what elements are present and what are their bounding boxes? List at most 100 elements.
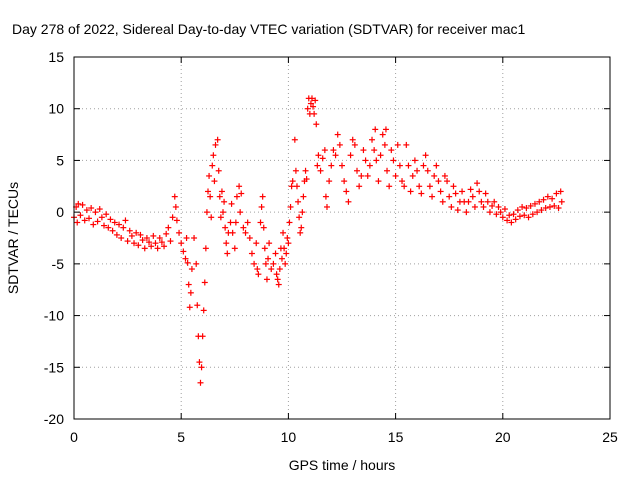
data-point xyxy=(341,178,348,185)
data-point xyxy=(446,193,453,200)
data-point xyxy=(126,227,133,234)
data-point xyxy=(330,147,337,154)
data-point xyxy=(286,219,293,226)
data-point xyxy=(382,126,389,133)
data-point xyxy=(435,178,442,185)
data-point xyxy=(310,103,317,110)
data-point xyxy=(302,167,309,174)
data-point xyxy=(253,240,260,247)
data-point xyxy=(315,152,322,159)
data-point xyxy=(312,97,319,104)
data-point xyxy=(467,186,474,193)
data-point xyxy=(274,276,281,283)
data-point xyxy=(531,200,538,207)
data-point xyxy=(304,105,311,112)
data-point xyxy=(386,183,393,190)
data-point xyxy=(356,183,363,190)
data-point xyxy=(317,167,324,174)
x-tick-label: 5 xyxy=(177,429,185,445)
data-point xyxy=(90,221,97,228)
data-point xyxy=(390,157,397,164)
data-point xyxy=(139,237,146,244)
data-point xyxy=(506,212,513,219)
data-point xyxy=(107,216,114,223)
data-point xyxy=(194,302,201,309)
data-point xyxy=(300,193,307,200)
data-point xyxy=(558,198,565,205)
data-point xyxy=(326,178,333,185)
data-point xyxy=(176,229,183,236)
data-point xyxy=(369,136,376,143)
data-point xyxy=(323,203,330,210)
data-point xyxy=(211,178,218,185)
data-point xyxy=(463,209,470,216)
data-point xyxy=(131,240,138,247)
data-point xyxy=(345,198,352,205)
data-point xyxy=(154,245,161,252)
data-point xyxy=(96,206,103,213)
data-point xyxy=(339,162,345,169)
data-point xyxy=(150,232,157,239)
data-point xyxy=(384,167,391,174)
data-point xyxy=(191,235,198,241)
data-point xyxy=(491,198,498,205)
data-point xyxy=(292,167,299,174)
data-point xyxy=(237,209,244,216)
data-point xyxy=(133,229,140,236)
data-point xyxy=(519,203,526,210)
data-point xyxy=(270,260,277,267)
data-point xyxy=(303,176,310,183)
data-point xyxy=(86,215,93,222)
data-point xyxy=(529,211,536,218)
data-point xyxy=(251,260,258,267)
data-point xyxy=(478,198,485,205)
data-point xyxy=(471,203,478,210)
data-point xyxy=(236,183,243,190)
data-point xyxy=(534,209,541,216)
data-point xyxy=(261,245,268,252)
data-point xyxy=(484,198,491,205)
data-point xyxy=(215,167,222,174)
data-point xyxy=(510,211,517,218)
data-point xyxy=(546,203,553,210)
data-point xyxy=(209,162,216,169)
data-point xyxy=(379,131,386,138)
chart-title: Day 278 of 2022, Sidereal Day-to-day VTE… xyxy=(12,21,525,37)
x-tick-label: 25 xyxy=(602,429,618,445)
y-tick-label: 5 xyxy=(56,152,64,168)
data-point xyxy=(152,240,159,247)
data-point xyxy=(448,203,455,210)
data-point xyxy=(103,211,110,218)
data-point xyxy=(262,260,269,267)
data-point xyxy=(258,203,265,210)
data-point xyxy=(188,266,195,273)
data-point xyxy=(148,243,155,250)
data-point xyxy=(169,214,176,221)
data-point xyxy=(516,213,523,220)
grid-lines xyxy=(74,57,610,419)
data-point xyxy=(486,209,493,216)
data-point xyxy=(208,214,215,221)
data-point xyxy=(266,240,273,247)
data-point xyxy=(240,224,247,231)
data-point xyxy=(409,172,416,179)
data-point xyxy=(521,212,528,219)
data-point xyxy=(111,219,118,226)
data-point xyxy=(180,248,187,255)
data-point xyxy=(514,207,521,214)
data-point xyxy=(224,250,231,257)
data-point xyxy=(469,193,476,200)
data-point xyxy=(282,260,289,267)
data-point xyxy=(364,172,371,179)
data-point xyxy=(98,214,105,221)
y-tick-label: 15 xyxy=(48,49,64,65)
data-point xyxy=(212,141,219,148)
data-point xyxy=(156,235,163,241)
data-point xyxy=(122,217,129,224)
data-point xyxy=(555,205,562,212)
data-point xyxy=(459,188,466,195)
data-point xyxy=(358,172,365,179)
data-point xyxy=(377,152,384,159)
data-point xyxy=(272,250,279,257)
data-point xyxy=(88,205,95,212)
